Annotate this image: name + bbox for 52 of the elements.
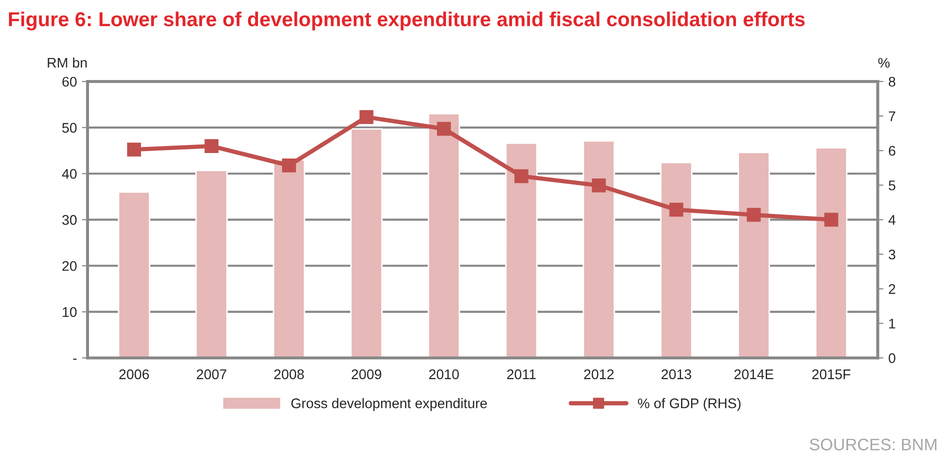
point	[282, 158, 296, 172]
bar	[582, 140, 616, 358]
bar	[505, 142, 538, 358]
y2-tick-label: 4	[888, 215, 896, 225]
point	[746, 208, 761, 222]
y2-tick-label: 2	[888, 284, 896, 294]
y2-tick-label: 8	[888, 76, 896, 87]
x-tick-label: 2007	[196, 369, 226, 380]
x-tick-label: 2006	[119, 369, 149, 380]
source-note: SOURCES: BNM	[810, 438, 936, 450]
bar	[738, 152, 770, 358]
bar	[272, 159, 306, 358]
x-tick-label: 2012	[584, 369, 614, 380]
y-tick-label: 60	[62, 76, 77, 87]
y-tick-label: 10	[62, 307, 77, 317]
y-tick-label: 50	[62, 122, 77, 133]
y2-tick-label: 1	[889, 318, 896, 328]
y-tick-label: 30	[62, 215, 77, 225]
bar	[195, 170, 228, 358]
x-tick-label: 2011	[507, 369, 536, 380]
point	[824, 212, 838, 227]
x-tick-label: 2009	[352, 369, 382, 380]
point	[436, 122, 451, 136]
y-tick-label: -	[73, 358, 77, 360]
y2-axis-title: %	[878, 58, 890, 68]
y2-tick-label: 6	[888, 146, 896, 156]
bar	[428, 113, 460, 358]
y2-tick-label: 3	[888, 250, 896, 260]
chart-title: Figure 6: Lower share of development expenditure amid fiscal consolidation efforts	[8, 12, 805, 30]
point	[127, 142, 142, 156]
bar	[660, 162, 693, 358]
y-tick-label: 40	[62, 168, 77, 179]
y2-tick-label: 0	[888, 353, 896, 364]
point	[204, 139, 218, 154]
x-tick-label: 2014E	[734, 369, 774, 380]
point	[669, 202, 684, 217]
bar	[350, 128, 383, 358]
x-tick-label: 2008	[274, 369, 304, 380]
point	[592, 178, 606, 192]
point	[360, 110, 374, 124]
legend-label: % of GDP (RHS)	[638, 398, 741, 411]
x-tick-label: 2013	[662, 369, 692, 380]
legend-label: Gross development expenditure	[291, 398, 487, 411]
bar	[815, 147, 848, 358]
bar	[118, 191, 150, 358]
y2-tick-label: 7	[888, 112, 896, 122]
y-axis-title: RM bn	[48, 57, 87, 68]
x-tick-label: 2010	[429, 369, 459, 380]
y2-tick-label: 5	[888, 180, 896, 190]
y-tick-label: 20	[62, 261, 77, 271]
x-tick-label: 2015F	[812, 369, 850, 380]
point	[514, 169, 528, 184]
